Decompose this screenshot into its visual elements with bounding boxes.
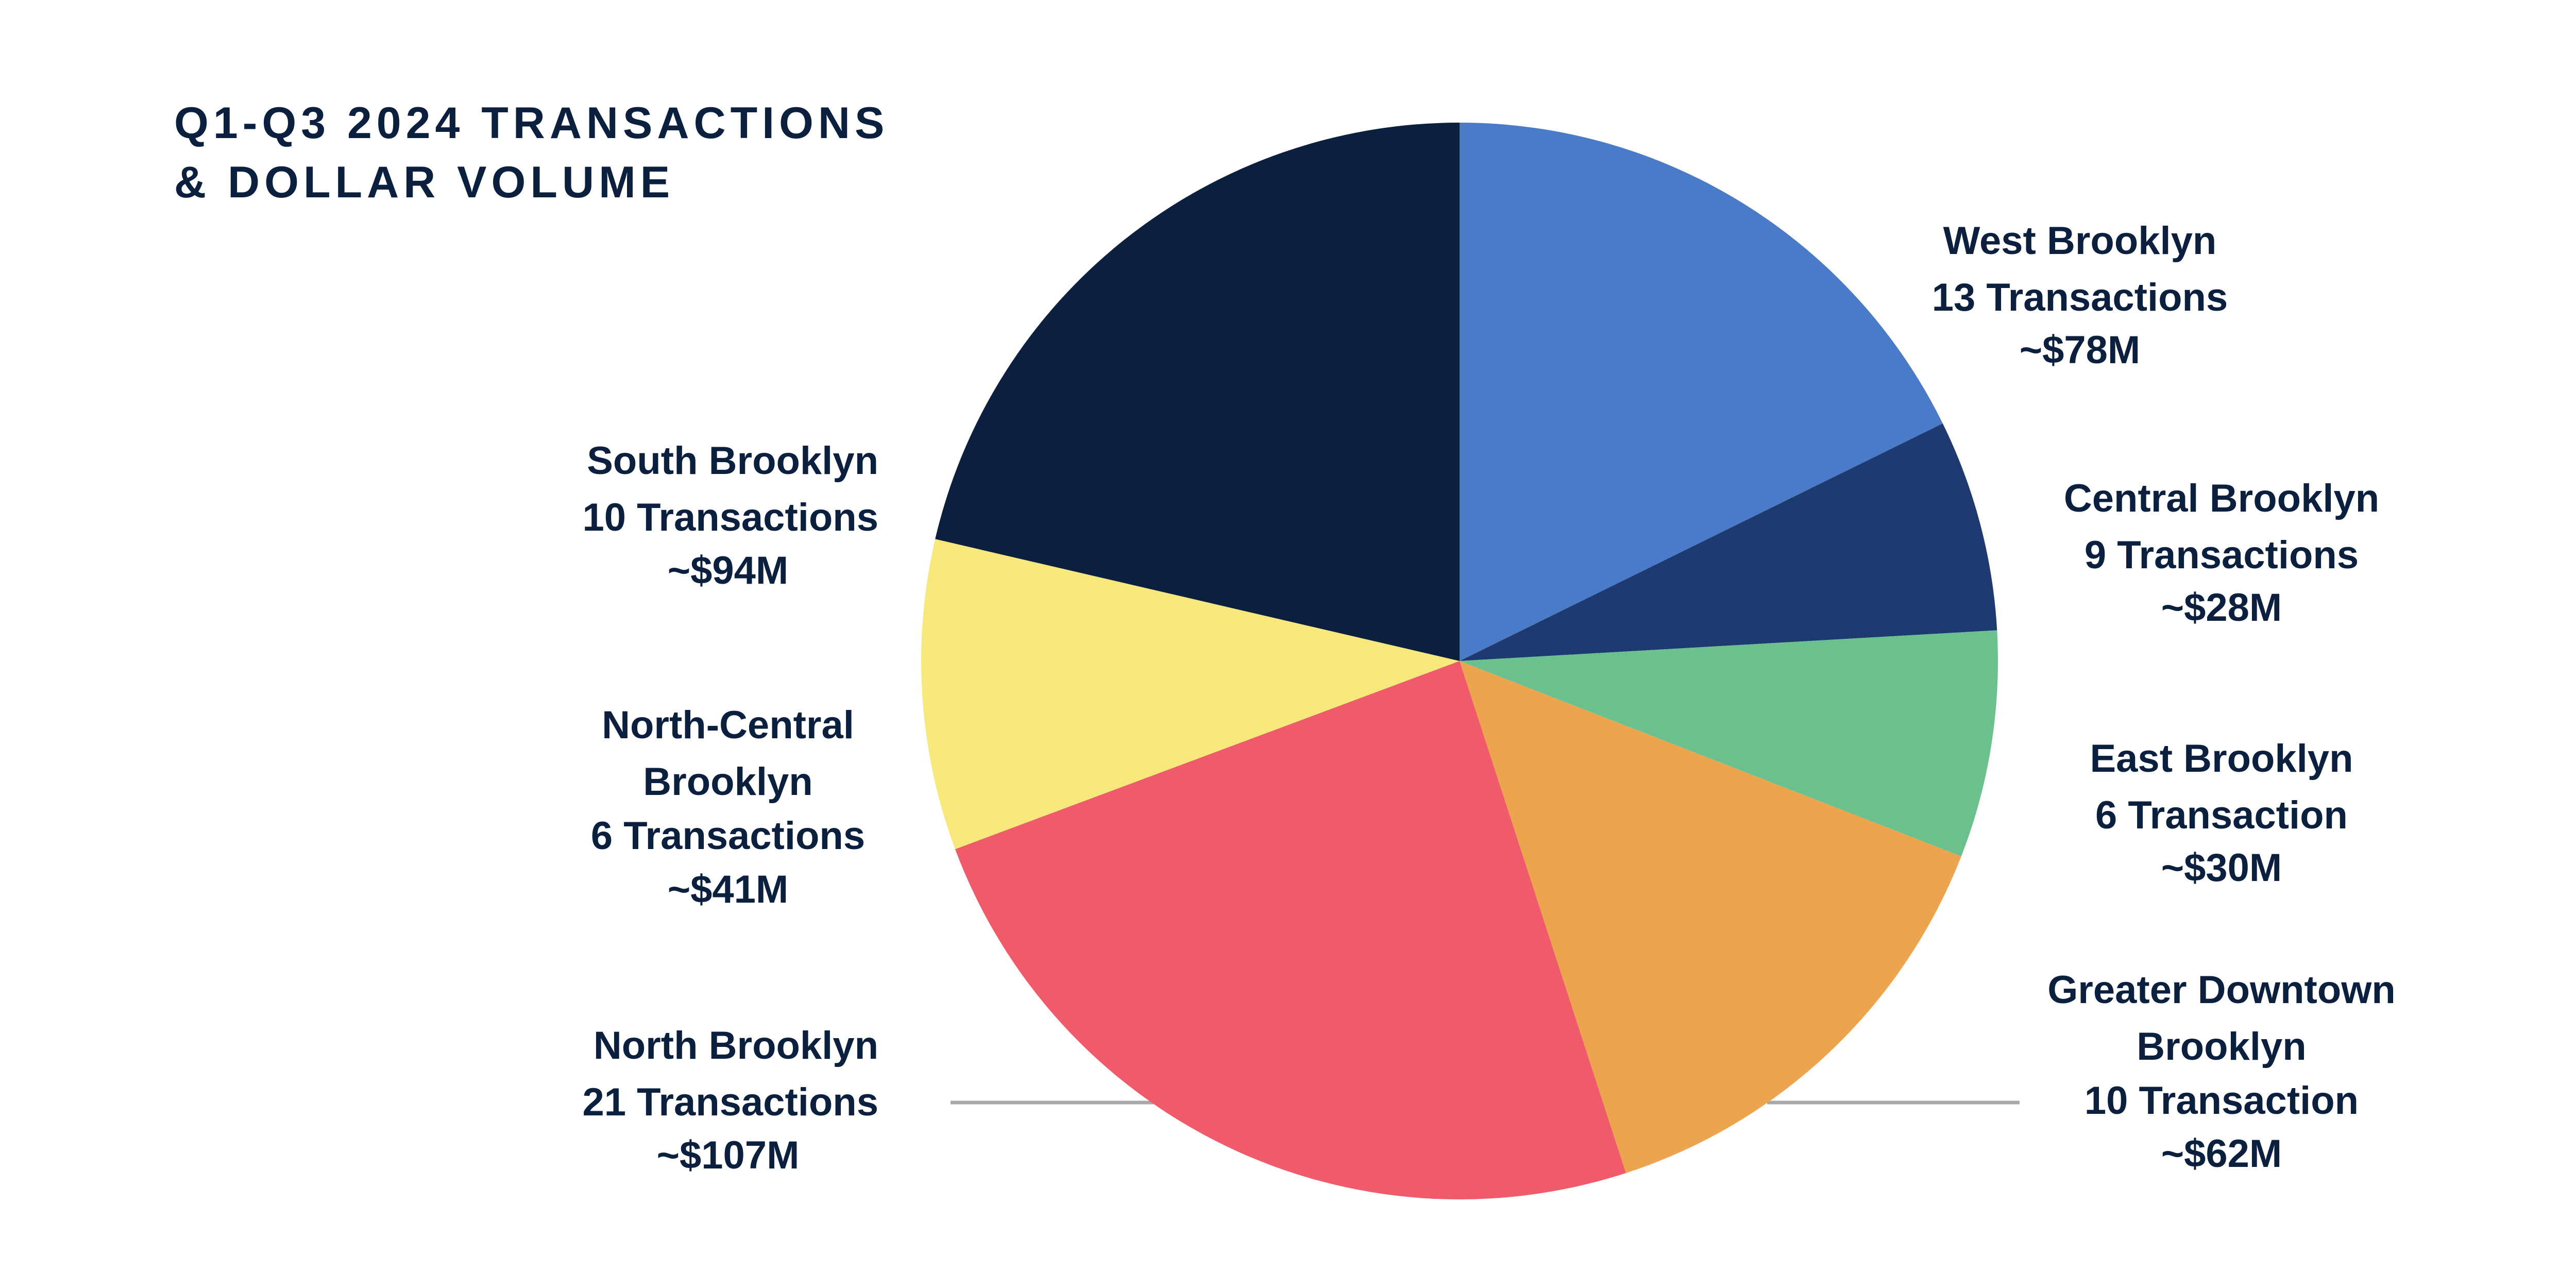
slice-label-east-brooklyn: East Brooklyn 6 Transaction ~$30M	[2090, 737, 2353, 890]
pie-slice-greater-downtown-brooklyn	[1460, 661, 1961, 1173]
slice-label-name-line-1: North-Central	[602, 703, 854, 747]
slice-label-transactions: 9 Transactions	[2084, 533, 2359, 577]
slice-label-volume: ~$107M	[657, 1133, 800, 1177]
slice-label-north-central-brooklyn: North-Central Brooklyn 6 Transactions ~$…	[591, 703, 865, 911]
slice-label-north-brooklyn: North Brooklyn 21 Transactions ~$107M	[583, 1024, 879, 1177]
slice-label-volume: ~$94M	[668, 549, 789, 592]
slice-label-transactions: 13 Transactions	[1932, 276, 2228, 319]
slice-label-transactions: 6 Transactions	[591, 814, 865, 858]
slice-label-west-brooklyn: West Brooklyn 13 Transactions ~$78M	[1932, 219, 2228, 372]
slice-label-transactions: 10 Transactions	[583, 496, 879, 539]
slice-label-volume: ~$78M	[2020, 328, 2141, 372]
slice-label-name-line-2: Brooklyn	[643, 760, 812, 804]
slice-label-name: South Brooklyn	[587, 439, 878, 483]
pie-slice-south-brooklyn	[935, 123, 1460, 661]
slice-label-name: Central Brooklyn	[2064, 477, 2379, 520]
pie-slice-north-central-brooklyn	[921, 539, 1460, 850]
pie-slices	[921, 123, 1998, 1199]
slice-label-greater-downtown-brooklyn: Greater Downtown Brooklyn 10 Transaction…	[2047, 968, 2396, 1176]
slice-label-south-brooklyn: South Brooklyn 10 Transactions ~$94M	[583, 439, 879, 592]
pie-slice-central-brooklyn	[1460, 423, 1997, 661]
chart-title-line-1: Q1-Q3 2024 TRANSACTIONS	[174, 98, 889, 148]
pie-slice-west-brooklyn	[1460, 123, 1943, 661]
slice-label-name: East Brooklyn	[2090, 737, 2353, 781]
chart-title-line-2: & DOLLAR VOLUME	[174, 158, 674, 207]
slice-label-name-line-2: Brooklyn	[2137, 1025, 2306, 1069]
slice-label-name-line-1: Greater Downtown	[2047, 968, 2396, 1012]
chart-title: Q1-Q3 2024 TRANSACTIONS & DOLLAR VOLUME	[174, 98, 889, 207]
slice-label-transactions: 10 Transaction	[2084, 1079, 2359, 1123]
slice-label-transactions: 21 Transactions	[583, 1080, 879, 1124]
pie-slice-north-brooklyn	[955, 661, 1626, 1199]
slice-label-volume: ~$28M	[2161, 586, 2282, 630]
slice-label-volume: ~$30M	[2161, 846, 2282, 890]
slice-label-transactions: 6 Transaction	[2095, 793, 2348, 837]
slice-label-central-brooklyn: Central Brooklyn 9 Transactions ~$28M	[2064, 477, 2379, 630]
pie-slice-east-brooklyn	[1460, 630, 1998, 857]
slice-label-volume: ~$41M	[668, 868, 789, 911]
slice-label-name: West Brooklyn	[1943, 219, 2217, 263]
slice-label-volume: ~$62M	[2161, 1132, 2282, 1176]
slice-label-name: North Brooklyn	[594, 1024, 878, 1067]
